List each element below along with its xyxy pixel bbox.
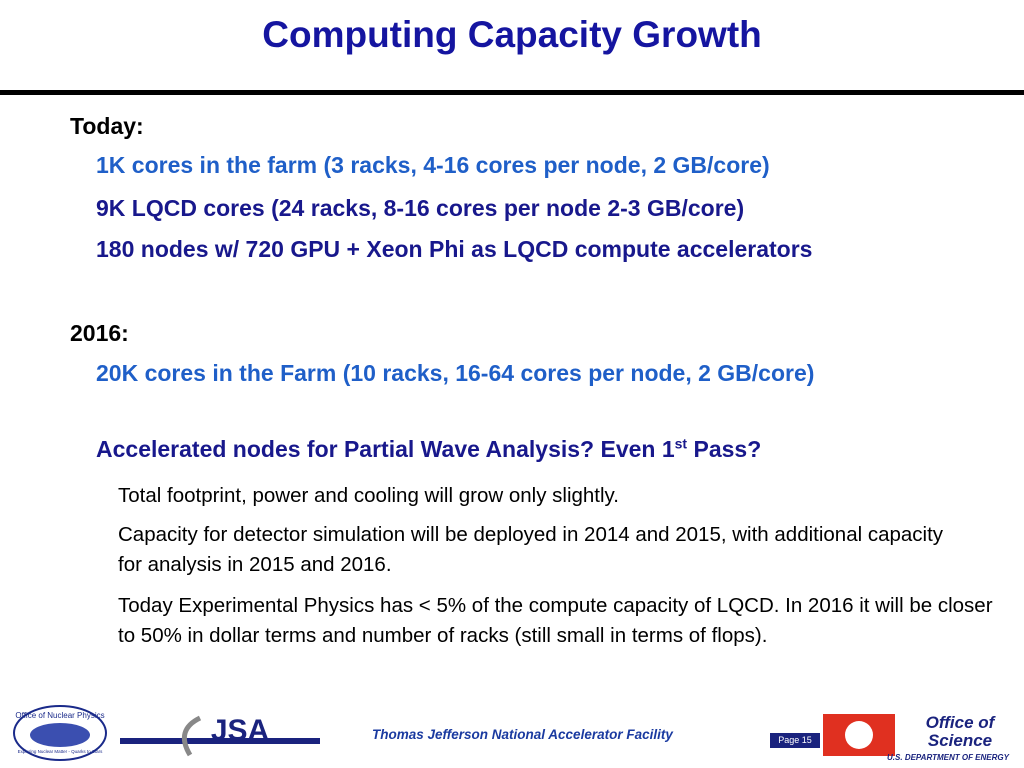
bullet-text: Pass? <box>687 436 762 462</box>
note: Total footprint, power and cooling will … <box>118 484 619 507</box>
title: Computing Capacity Growth <box>262 14 762 55</box>
note: Capacity for detector simulation will be… <box>118 523 944 576</box>
logo-text: U.S. DEPARTMENT OF ENERGY <box>887 753 1010 762</box>
bullet: 180 nodes w/ 720 GPU + Xeon Phi as LQCD … <box>96 236 813 262</box>
section-heading: Today: <box>70 113 144 139</box>
footer-logos-left: Office of Nuclear Physics Exploring Nucl… <box>13 705 320 761</box>
superscript: st <box>674 435 688 452</box>
title-rule <box>0 90 1024 95</box>
bullet: Accelerated nodes for Partial Wave Analy… <box>96 431 1002 467</box>
bullet-text: Accelerated nodes for Partial Wave Analy… <box>96 436 675 462</box>
bullet: 20K cores in the Farm (10 racks, 16-64 c… <box>96 360 815 386</box>
logo-text: Exploring Nuclear Matter - Quarks to Sta… <box>18 749 104 754</box>
bullet: 1K cores in the farm (3 racks, 4-16 core… <box>96 152 770 178</box>
section-heading: 2016: <box>70 320 129 346</box>
nuclear-logo-core <box>30 723 90 747</box>
jsa-bar <box>120 738 320 744</box>
page-number: Page 15 <box>770 733 820 748</box>
logo-text: Science <box>928 731 992 750</box>
footer-lab: Thomas Jefferson National Accelerator Fa… <box>372 727 673 742</box>
bullet: 9K LQCD cores (24 racks, 8-16 cores per … <box>96 195 745 221</box>
science-mark <box>845 721 873 749</box>
jsa-swoosh <box>181 715 202 757</box>
logo-text: JSA <box>211 714 269 747</box>
logo-text: Office of Nuclear Physics <box>15 711 104 720</box>
science-logo: Office of Science U.S. DEPARTMENT OF ENE… <box>823 713 1010 762</box>
logo-text: Office of <box>926 713 997 732</box>
note: Today Experimental Physics has < 5% of t… <box>118 594 993 647</box>
